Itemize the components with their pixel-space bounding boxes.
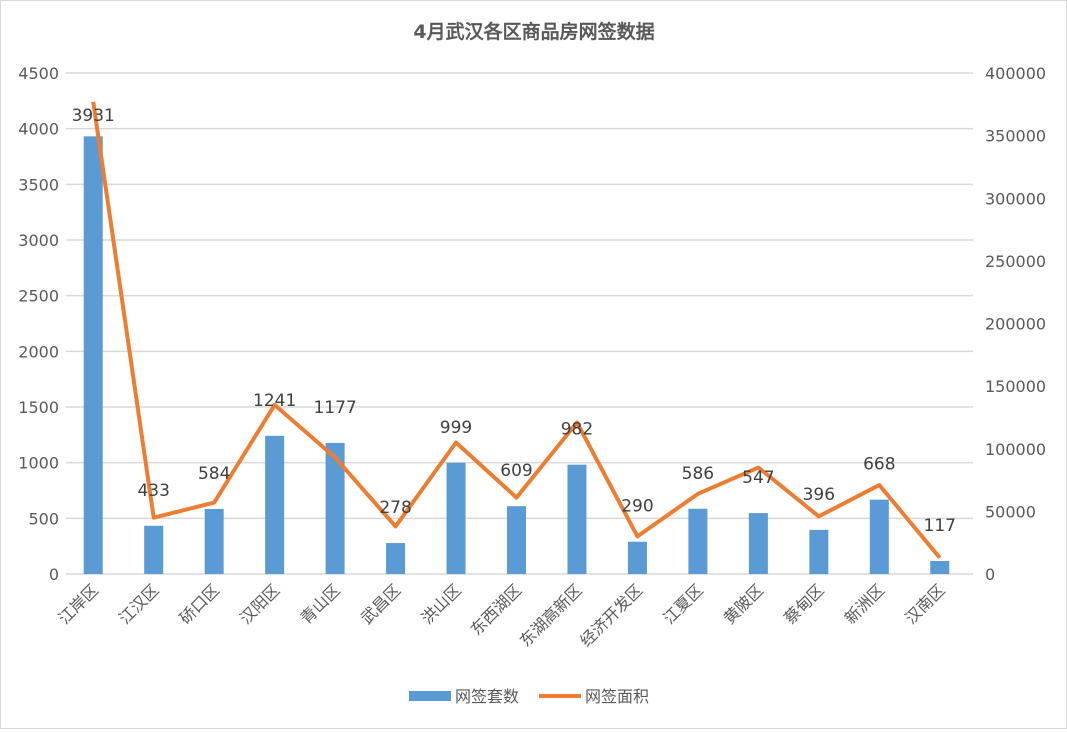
bar bbox=[930, 561, 949, 574]
bar bbox=[84, 136, 103, 574]
y-right-tick-label: 50000 bbox=[985, 502, 1036, 521]
bar-data-label: 547 bbox=[742, 468, 774, 488]
x-tick-label: 江汉区 bbox=[115, 580, 162, 627]
y-right-tick-label: 350000 bbox=[985, 127, 1046, 146]
x-tick-label: 东西湖区 bbox=[467, 580, 526, 639]
x-tick-label: 汉阳区 bbox=[236, 580, 283, 627]
bar bbox=[507, 506, 526, 574]
bar bbox=[628, 542, 647, 574]
bar bbox=[447, 463, 466, 574]
bar-data-label: 999 bbox=[440, 418, 472, 438]
bar bbox=[567, 465, 586, 574]
bar bbox=[144, 526, 163, 574]
y-left-tick-label: 500 bbox=[28, 509, 59, 528]
bar bbox=[870, 500, 889, 574]
y-left-tick-label: 3000 bbox=[18, 231, 59, 250]
bar-data-label: 3931 bbox=[72, 106, 115, 126]
bar-data-label: 609 bbox=[500, 461, 532, 481]
y-right-tick-label: 300000 bbox=[985, 189, 1046, 208]
legend-bar-swatch bbox=[409, 691, 451, 701]
bar-data-label: 586 bbox=[682, 464, 714, 484]
y-left-tick-label: 2500 bbox=[18, 287, 59, 306]
x-tick-label: 汉南区 bbox=[901, 580, 948, 627]
bar bbox=[749, 513, 768, 574]
x-tick-label: 江夏区 bbox=[659, 580, 706, 627]
chart-title: 4月武汉各区商品房网签数据 bbox=[413, 20, 654, 43]
x-tick-label: 经济开发区 bbox=[576, 580, 646, 650]
bar bbox=[205, 509, 224, 574]
x-tick-label: 黄陂区 bbox=[720, 580, 767, 627]
bar bbox=[688, 509, 707, 574]
y-right-tick-label: 400000 bbox=[985, 64, 1046, 83]
bar bbox=[386, 543, 405, 574]
y-left-tick-label: 1500 bbox=[18, 398, 59, 417]
x-tick-label: 江岸区 bbox=[55, 580, 102, 627]
bar-data-label: 396 bbox=[803, 485, 835, 505]
bar-data-label: 982 bbox=[561, 420, 593, 440]
bar-data-label: 278 bbox=[379, 498, 411, 518]
bar-data-label: 1177 bbox=[313, 398, 356, 418]
y-right-tick-label: 250000 bbox=[985, 252, 1046, 271]
x-tick-label: 新洲区 bbox=[841, 580, 888, 627]
y-right-tick-label: 200000 bbox=[985, 315, 1046, 334]
bar-data-label: 1241 bbox=[253, 391, 296, 411]
bar-data-label: 668 bbox=[863, 455, 895, 475]
bar bbox=[809, 530, 828, 574]
x-tick-label: 洪山区 bbox=[417, 580, 464, 627]
y-left-tick-label: 4000 bbox=[18, 120, 59, 139]
y-left-tick-label: 2000 bbox=[18, 342, 59, 361]
legend-label: 网签套数 bbox=[455, 687, 519, 706]
bar-data-label: 117 bbox=[924, 516, 956, 536]
legend-label: 网签面积 bbox=[585, 687, 649, 706]
y-right-tick-label: 150000 bbox=[985, 377, 1046, 396]
y-right-tick-label: 0 bbox=[985, 565, 995, 584]
x-tick-label: 青山区 bbox=[297, 580, 344, 627]
x-tick-label: 东湖高新区 bbox=[516, 580, 586, 650]
legend: 网签套数 网签面积 bbox=[409, 687, 649, 706]
x-tick-label: 武昌区 bbox=[357, 580, 404, 627]
bar-data-label: 433 bbox=[137, 481, 169, 501]
y-left-tick-label: 4500 bbox=[18, 64, 59, 83]
y-left-tick-label: 1000 bbox=[18, 454, 59, 473]
bar-data-label: 584 bbox=[198, 464, 230, 484]
x-tick-label: 蔡甸区 bbox=[780, 580, 827, 627]
y-left-tick-label: 3500 bbox=[18, 175, 59, 194]
y-left-tick-label: 0 bbox=[49, 565, 59, 584]
bar-data-label: 290 bbox=[621, 497, 653, 517]
y-right-tick-label: 100000 bbox=[985, 440, 1046, 459]
x-tick-label: 硚口区 bbox=[176, 580, 223, 627]
bar bbox=[265, 436, 284, 574]
